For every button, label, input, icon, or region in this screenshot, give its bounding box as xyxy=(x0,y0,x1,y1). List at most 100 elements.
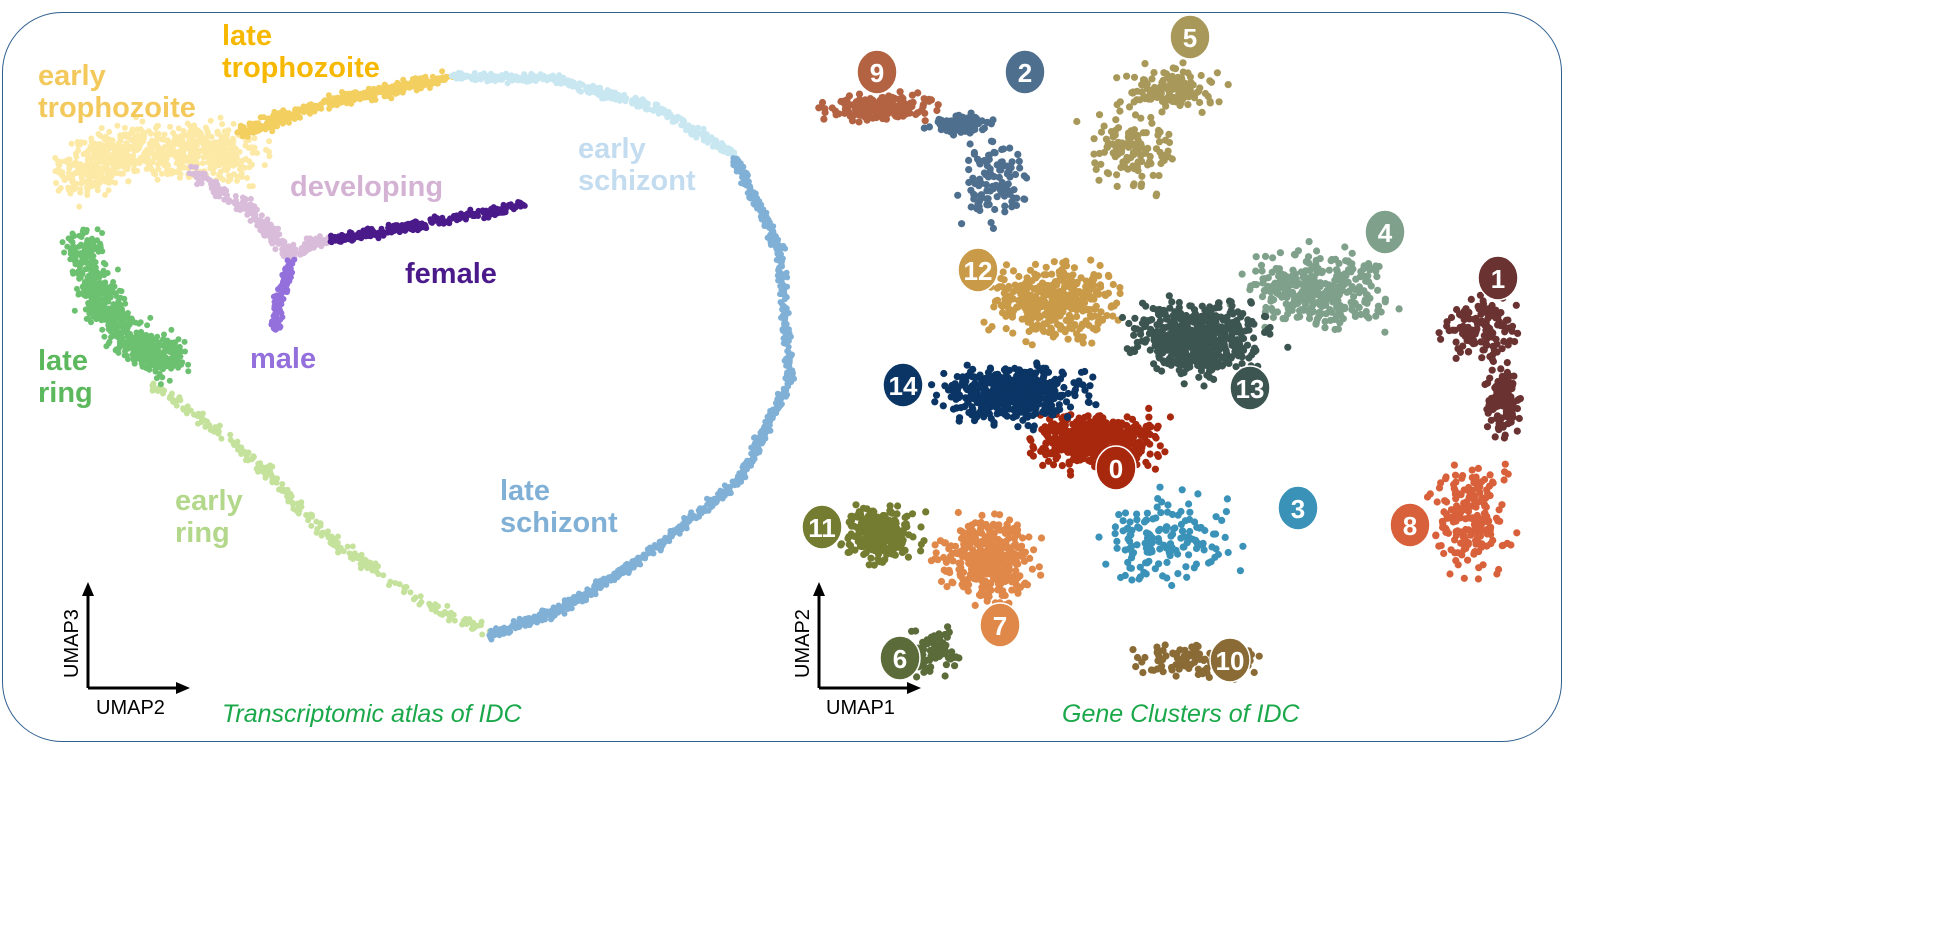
data-point xyxy=(160,363,167,370)
data-point xyxy=(217,114,224,121)
data-point xyxy=(123,352,130,359)
data-point xyxy=(1494,321,1502,329)
data-point xyxy=(122,300,129,307)
data-point xyxy=(636,557,643,564)
data-point xyxy=(641,98,648,105)
data-point xyxy=(1082,435,1090,443)
data-point xyxy=(1464,331,1472,339)
data-point xyxy=(104,137,111,144)
data-point xyxy=(249,161,255,168)
data-point xyxy=(781,325,787,332)
data-point xyxy=(255,460,262,467)
data-point xyxy=(344,543,351,550)
data-point xyxy=(631,95,638,102)
data-point xyxy=(88,292,95,299)
data-point xyxy=(575,84,582,91)
data-point xyxy=(352,552,358,559)
figure-frame xyxy=(2,12,1562,742)
data-point xyxy=(292,249,299,256)
data-point xyxy=(269,479,276,486)
data-point xyxy=(92,264,99,271)
data-point xyxy=(596,578,603,585)
data-point xyxy=(131,339,137,346)
data-point xyxy=(363,557,370,564)
data-point xyxy=(186,142,193,149)
data-point xyxy=(113,327,120,334)
data-point xyxy=(88,135,95,142)
data-point xyxy=(450,72,457,79)
data-point xyxy=(276,486,283,493)
data-point xyxy=(101,307,107,314)
data-point xyxy=(1154,422,1162,430)
data-point xyxy=(280,111,287,118)
data-point xyxy=(1114,438,1122,446)
data-point xyxy=(384,93,391,99)
data-point xyxy=(1096,430,1104,439)
data-point xyxy=(757,438,763,445)
data-point xyxy=(97,179,104,186)
cluster-points xyxy=(815,59,1524,683)
data-point xyxy=(520,201,527,208)
data-point xyxy=(791,375,798,382)
data-point xyxy=(91,161,98,168)
data-point xyxy=(117,329,124,336)
data-point xyxy=(71,185,78,191)
data-point xyxy=(717,147,724,154)
data-point xyxy=(82,266,89,273)
data-point xyxy=(482,74,489,81)
data-point xyxy=(185,368,192,375)
data-point xyxy=(128,137,135,143)
data-point xyxy=(105,340,112,347)
series-late-ring xyxy=(59,226,192,388)
data-point xyxy=(478,618,485,625)
data-point xyxy=(782,340,789,347)
data-point xyxy=(746,184,753,191)
data-point xyxy=(1042,439,1050,447)
data-point xyxy=(570,597,577,604)
data-point xyxy=(158,136,165,143)
data-point xyxy=(170,146,177,153)
data-point xyxy=(196,148,203,155)
data-point xyxy=(784,348,791,355)
data-point xyxy=(326,105,333,112)
data-point xyxy=(250,454,257,460)
data-point xyxy=(1071,431,1079,439)
data-point xyxy=(273,326,279,333)
data-point xyxy=(621,91,628,98)
data-point xyxy=(325,92,332,99)
data-point xyxy=(276,239,283,246)
data-point xyxy=(261,162,268,169)
data-point xyxy=(1511,338,1519,346)
data-point xyxy=(76,269,83,275)
data-point xyxy=(89,287,96,294)
data-point xyxy=(521,618,527,625)
data-point xyxy=(65,235,72,242)
data-point xyxy=(262,474,269,481)
data-point xyxy=(161,331,167,338)
data-point xyxy=(111,305,118,312)
data-point xyxy=(247,204,254,211)
data-point xyxy=(472,622,479,629)
data-point xyxy=(56,162,63,169)
data-point xyxy=(235,443,242,450)
data-point xyxy=(486,632,493,639)
data-point xyxy=(80,284,87,291)
data-point xyxy=(266,153,273,160)
data-point xyxy=(161,144,168,150)
data-point xyxy=(641,554,648,560)
data-point xyxy=(1118,419,1126,427)
data-point xyxy=(82,293,89,300)
data-point xyxy=(91,182,98,189)
data-point xyxy=(412,224,419,231)
data-point xyxy=(464,210,471,217)
data-point xyxy=(71,307,78,314)
data-point xyxy=(1061,421,1069,429)
data-point xyxy=(71,250,78,257)
data-point xyxy=(1109,422,1117,430)
data-point xyxy=(979,126,987,134)
data-point xyxy=(647,549,654,556)
data-point xyxy=(1146,450,1154,458)
data-point xyxy=(93,316,100,323)
data-point xyxy=(270,239,277,246)
data-point xyxy=(1500,402,1508,410)
